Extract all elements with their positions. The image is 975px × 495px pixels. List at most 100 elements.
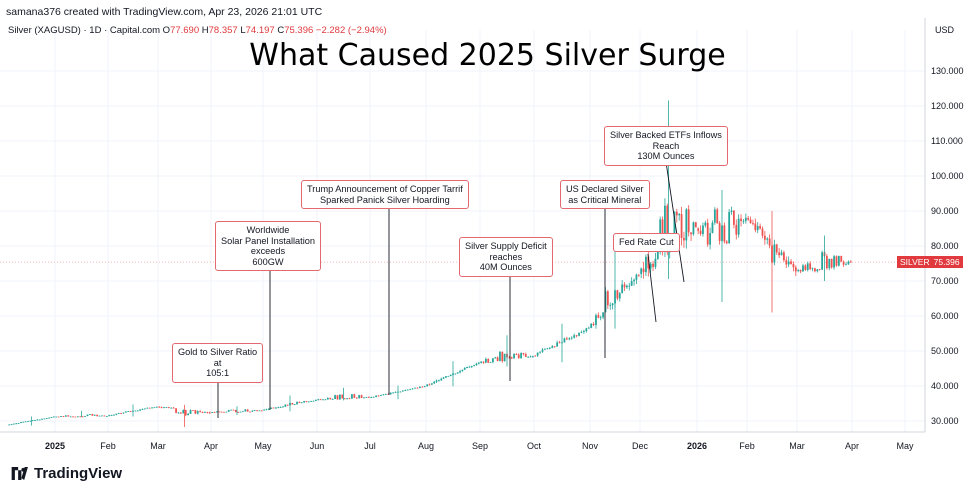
candle-body [645,256,647,273]
candle-body [616,290,619,299]
candle-body [324,399,327,401]
candle-body [592,323,595,326]
candle-body [211,412,214,413]
y-tick-label: 50.000 [931,346,959,356]
candle-body [578,332,580,336]
candle-body [346,398,349,400]
candle-body [602,312,604,318]
x-tick-label: Oct [526,441,542,451]
candle-body [725,241,728,244]
candle-body [20,422,22,424]
candle-body [244,409,247,412]
x-tick-label: 2025 [44,441,66,451]
annotation-line: Silver Supply Deficit [465,241,547,251]
candle-body [27,421,29,423]
candle-body [122,412,125,414]
candle-body [218,411,221,413]
candle-body [163,407,165,409]
symbol-legend[interactable]: Silver (XAGUSD) · 1D · Capital.com O77.6… [8,25,387,36]
candle-body [286,404,289,406]
candle-body [527,356,530,358]
x-tick-label: Jun [309,441,325,451]
candle-body [144,408,146,410]
ohlc-close-value: 75.396 [284,25,314,36]
candle-body [730,210,733,213]
brand-name: TradingView [34,465,123,482]
candle-body [825,256,828,269]
annotation-leader [665,161,685,283]
candle-body [842,261,845,265]
candle-body [501,351,504,362]
candle-body [167,407,170,408]
candle-body [775,244,778,253]
candle-body [821,252,824,270]
candle-body [673,211,676,238]
candle-body [334,395,336,400]
candle-body [761,228,764,236]
currency-label[interactable]: USD [935,25,955,35]
candle-body [742,220,745,222]
candle-body [780,252,783,256]
candle-body [348,398,351,400]
candle-body [828,258,831,269]
candle-body [151,407,153,409]
candle-body [336,395,339,400]
candle-body [406,389,409,391]
candle-body [45,418,48,419]
candle-body [484,358,487,363]
candle-body [267,408,270,410]
candle-body [606,291,609,306]
candle-body [637,274,640,276]
candle-body [389,392,392,395]
candle-body [573,335,576,338]
candle-body [704,222,707,226]
candle-body [377,395,380,397]
candle-body [225,411,228,413]
candle-body [204,412,206,413]
candle-body [220,411,223,413]
candle-body [630,281,633,286]
candle-body [678,214,681,216]
x-tick-label: Apr [844,441,860,451]
candle-body [640,268,643,274]
candle-body [687,209,690,233]
candle-body [421,386,424,388]
candle-body [401,390,404,392]
candle-body [353,394,356,398]
candle-body [382,394,385,396]
candle-body [234,410,237,413]
candle-body [459,371,461,373]
candle-body [558,342,561,344]
candle-body [652,263,654,267]
candle-body [399,391,402,393]
candle-body [804,265,807,270]
candle-body [232,409,235,411]
candle-body [447,375,450,377]
candle-body [34,420,36,421]
candle-body [155,406,158,408]
y-tick-label: 110.000 [931,136,963,146]
candle-body [494,357,497,359]
annotation-box: Trump Announcement of Copper Tarrif Spark… [301,180,469,209]
x-tick-label: Feb [100,441,116,451]
candle-body [249,411,251,413]
candle-body [303,401,305,403]
candle-body [544,348,546,350]
candle-body [367,397,370,398]
ohlc-high-label: H [201,25,209,36]
candle-body [752,223,754,224]
candle-body [445,376,447,378]
candle-body [419,386,421,388]
candle-body [22,421,25,423]
y-tick-label: 90.000 [931,206,959,216]
annotation-box: Silver Supply Deficit reaches 40M Ounces [459,237,553,277]
candle-body [517,354,520,359]
candle-body [113,414,115,416]
candle-body [633,279,635,282]
ohlc-change: −2.282 (−2.94%) [315,25,387,36]
candle-body [806,263,809,270]
candle-body [263,409,266,411]
annotation-box: Fed Rate Cut [613,233,680,252]
tradingview-logo[interactable]: TradingView [10,465,122,482]
candle-body [108,415,111,417]
